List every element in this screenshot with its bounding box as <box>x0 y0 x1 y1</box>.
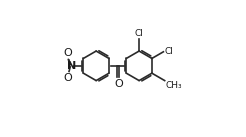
Text: O: O <box>63 48 72 58</box>
Text: Cl: Cl <box>135 29 144 38</box>
Text: O: O <box>114 79 123 89</box>
Text: CH₃: CH₃ <box>165 81 182 90</box>
Text: Cl: Cl <box>165 47 174 56</box>
Text: N: N <box>67 61 76 71</box>
Text: O: O <box>63 73 72 83</box>
